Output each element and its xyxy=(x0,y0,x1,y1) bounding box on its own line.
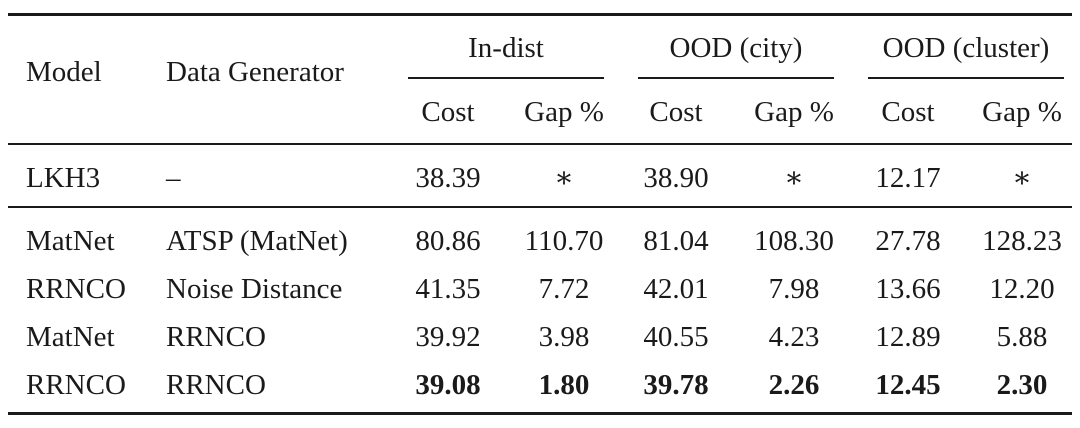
row-model: RRNCO xyxy=(26,273,126,305)
row-value: 42.01 xyxy=(643,273,709,305)
row-generator: ATSP (MatNet) xyxy=(166,225,348,257)
row-value: 39.92 xyxy=(415,321,481,353)
baseline-value: ∗ xyxy=(1012,162,1032,194)
header-group-ood-cluster: OOD (cluster) xyxy=(882,32,1050,64)
subheader-cost: Cost xyxy=(649,96,703,128)
group-rule-in-dist xyxy=(408,77,604,79)
baseline-value: ∗ xyxy=(554,162,574,194)
row-value: 13.66 xyxy=(875,273,941,305)
row-value: 3.98 xyxy=(538,321,590,353)
row-generator: RRNCO xyxy=(166,369,266,401)
baseline-value: ∗ xyxy=(784,162,804,194)
header-rule xyxy=(8,143,1072,145)
group-rule-ood-cluster xyxy=(868,77,1064,79)
bottom-rule xyxy=(8,412,1072,415)
baseline-value: 12.17 xyxy=(875,162,941,194)
row-value-best: 39.08 xyxy=(415,369,481,401)
row-value: 12.89 xyxy=(875,321,941,353)
row-value: 27.78 xyxy=(875,225,941,257)
baseline-value: 38.90 xyxy=(643,162,709,194)
row-value: 128.23 xyxy=(982,225,1062,257)
mid-rule xyxy=(8,206,1072,208)
row-model: MatNet xyxy=(26,225,115,257)
row-value-best: 2.30 xyxy=(996,369,1048,401)
subheader-gap: Gap % xyxy=(982,96,1062,128)
row-value: 7.72 xyxy=(538,273,590,305)
subheader-gap: Gap % xyxy=(754,96,834,128)
row-value: 80.86 xyxy=(415,225,481,257)
row-generator: RRNCO xyxy=(166,321,266,353)
row-value-best: 1.80 xyxy=(538,369,590,401)
row-model: RRNCO xyxy=(26,369,126,401)
row-value-best: 39.78 xyxy=(643,369,709,401)
row-generator: Noise Distance xyxy=(166,273,343,305)
group-rule-ood-city xyxy=(638,77,834,79)
subheader-cost: Cost xyxy=(881,96,935,128)
top-rule xyxy=(8,13,1072,16)
header-data-generator: Data Generator xyxy=(166,56,344,88)
row-value: 40.55 xyxy=(643,321,709,353)
header-group-in-dist: In-dist xyxy=(468,32,544,64)
subheader-gap: Gap % xyxy=(524,96,604,128)
row-value: 81.04 xyxy=(643,225,709,257)
row-value: 7.98 xyxy=(768,273,820,305)
row-value: 41.35 xyxy=(415,273,481,305)
header-model: Model xyxy=(26,56,102,88)
row-value: 4.23 xyxy=(768,321,820,353)
row-value-best: 12.45 xyxy=(875,369,941,401)
row-value: 110.70 xyxy=(524,225,604,257)
subheader-cost: Cost xyxy=(421,96,475,128)
baseline-model: LKH3 xyxy=(26,162,101,194)
row-value: 5.88 xyxy=(996,321,1048,353)
baseline-value: 38.39 xyxy=(415,162,481,194)
header-group-ood-city: OOD (city) xyxy=(669,32,803,64)
baseline-generator: – xyxy=(166,162,181,194)
row-model: MatNet xyxy=(26,321,115,353)
row-value-best: 2.26 xyxy=(768,369,820,401)
row-value: 12.20 xyxy=(989,273,1055,305)
row-value: 108.30 xyxy=(754,225,834,257)
